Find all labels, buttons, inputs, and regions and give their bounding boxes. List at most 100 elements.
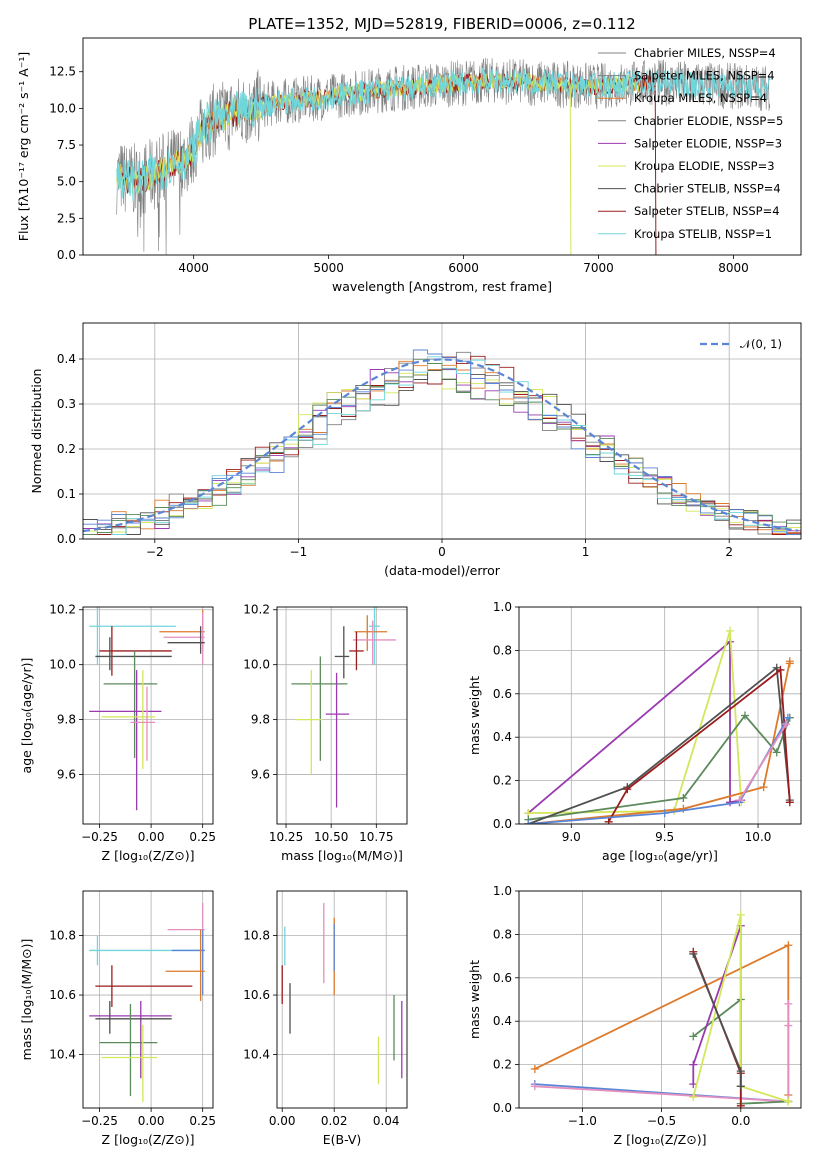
axes-frame — [276, 890, 408, 1109]
y-tick-label: 0.6 — [493, 971, 512, 985]
panel-3: −0.25 0.00 0.25 9.6 9.8 10.0 10.2 Z [log₁₀(Z/Z⊙… — [19, 603, 216, 863]
errorbar-point — [325, 672, 350, 808]
errorbar-point — [101, 1024, 158, 1103]
x-tick-label: 10.25 — [269, 830, 303, 844]
weight-marker — [776, 665, 785, 674]
weight-marker — [784, 941, 793, 950]
histogram-series — [83, 358, 801, 535]
y-tick-label: 0.1 — [57, 487, 76, 501]
y-tick-label: 10.8 — [243, 929, 270, 943]
weight-marker — [759, 783, 768, 792]
x-axis-label: E(B-V) — [323, 1132, 362, 1147]
weight-line — [528, 630, 743, 814]
panel-2: −2 −1 0 1 2 0.0 0.1 0.2 0.3 0.4 (data-model)/error… — [29, 322, 802, 578]
weight-marker — [783, 713, 792, 722]
plot-area — [291, 607, 397, 808]
weight-marker — [689, 1032, 698, 1041]
x-tick-label: 9.5 — [655, 830, 674, 844]
x-tick-label: 9.0 — [562, 830, 581, 844]
x-axis-label: age [log₁₀(age/yr)] — [602, 848, 718, 863]
weight-marker — [784, 999, 793, 1008]
y-tick-label: 0.0 — [493, 817, 512, 831]
axes-overlay: 9.0 9.5 10.0 0.0 0.2 0.4 0.6 0.8 1.0 age [log₁₀(a… — [467, 600, 802, 863]
plot-area — [83, 349, 801, 535]
y-tick-label: 0.4 — [493, 730, 512, 744]
x-tick-label: 2 — [725, 545, 733, 559]
y-tick-label: 0.0 — [493, 1101, 512, 1115]
errorbar-point — [369, 607, 380, 665]
y-tick-label: 0.2 — [493, 774, 512, 788]
x-tick-label: 10.0 — [745, 830, 772, 844]
x-tick-label: −1.0 — [568, 1114, 597, 1128]
plot-area — [281, 902, 403, 1085]
weight-line — [528, 717, 789, 824]
errorbar-point — [95, 965, 193, 1007]
weight-marker — [726, 798, 735, 807]
errorbar-point — [171, 929, 205, 996]
axes-overlay: 4000 5000 6000 7000 8000 0.0 2.5 5.0 7.5 10.0 12.5… — [16, 15, 802, 294]
y-tick-label: 0.2 — [57, 442, 76, 456]
y-tick-label: 0.4 — [493, 1014, 512, 1028]
x-tick-label: 7000 — [583, 261, 614, 275]
weight-marker — [772, 748, 781, 757]
panel-8: −1.0 −0.5 0.0 0.0 0.2 0.4 0.6 0.8 1.0 Z [log₁₀(Z/… — [467, 884, 802, 1147]
panel-4: 10.25 10.50 10.75 9.6 9.8 10.0 10.2 mass [log₁₀… — [243, 603, 408, 863]
x-tick-label: −0.5 — [647, 1114, 676, 1128]
weight-marker — [623, 785, 632, 794]
weight-marker — [679, 804, 688, 813]
y-tick-label: 12.5 — [49, 65, 76, 79]
weight-marker — [660, 809, 669, 818]
axes-frame — [82, 37, 802, 256]
weight-marker — [736, 1101, 745, 1108]
legend-label: Kroupa ELODIE, NSSP=3 — [634, 159, 775, 173]
weight-line — [528, 714, 791, 821]
y-tick-label: 10.6 — [243, 988, 270, 1002]
weight-marker — [726, 626, 735, 635]
y-tick-label: 10.2 — [243, 603, 270, 617]
legend-label: Salpeter STELIB, NSSP=4 — [634, 204, 780, 218]
errorbar-point — [89, 670, 162, 811]
x-tick-label: −1 — [290, 545, 308, 559]
x-axis-label: wavelength [Angstrom, rest frame] — [332, 279, 552, 294]
legend-label: Kroupa STELIB, NSSP=1 — [634, 227, 772, 241]
plot-area — [89, 607, 205, 811]
weight-marker — [735, 796, 744, 805]
weight-line — [738, 723, 787, 801]
y-axis-label: Flux [fλ10⁻¹⁷ erg cm⁻² s⁻¹ A⁻¹] — [16, 52, 31, 241]
errorbar-point — [95, 637, 172, 671]
plot-area — [524, 626, 794, 824]
panel-1: 4000 5000 6000 7000 8000 0.0 2.5 5.0 7.5 10.0 12.5… — [16, 15, 802, 294]
errorbar-point — [295, 670, 323, 775]
errorbar-point — [291, 656, 348, 761]
weight-marker — [784, 1097, 793, 1106]
x-tick-label: 10.75 — [359, 830, 393, 844]
weight-line — [534, 1003, 790, 1103]
x-tick-label: 0.0 — [731, 1114, 750, 1128]
plot-area — [116, 57, 771, 255]
x-tick-label: 0.25 — [189, 1114, 216, 1128]
weight-marker — [689, 1093, 698, 1102]
x-tick-label: 8000 — [718, 261, 749, 275]
y-axis-label: mass weight — [467, 960, 482, 1039]
x-tick-label: 0.25 — [189, 830, 216, 844]
weight-marker — [689, 1060, 698, 1069]
weight-line — [528, 661, 791, 824]
x-axis-label: Z [log₁₀(Z/Z⊙)] — [102, 848, 195, 863]
axes-overlay: −1.0 −0.5 0.0 0.0 0.2 0.4 0.6 0.8 1.0 Z [log₁₀(Z/… — [467, 884, 802, 1147]
y-tick-label: 0.2 — [493, 1058, 512, 1072]
errorbar-point — [95, 1000, 172, 1034]
legend-label: Chabrier ELODIE, NSSP=5 — [634, 114, 783, 128]
y-tick-label: 0.3 — [57, 397, 76, 411]
axes-frame — [82, 606, 214, 825]
spectrum-line — [116, 67, 771, 202]
errorbar-point — [99, 626, 172, 676]
axes-overlay: −0.25 0.00 0.25 10.4 10.6 10.8 Z [log₁₀(Z/Z⊙)]… — [19, 890, 216, 1147]
weight-marker — [784, 1021, 793, 1030]
y-axis-label: mass weight — [467, 676, 482, 755]
weight-line — [607, 668, 791, 823]
y-tick-label: 0.8 — [493, 643, 512, 657]
axes-overlay: −2 −1 0 1 2 0.0 0.1 0.2 0.3 0.4 (data-model)/error… — [29, 322, 802, 578]
weight-marker — [679, 793, 688, 802]
legend-label: 𝒩(0, 1) — [740, 337, 782, 351]
